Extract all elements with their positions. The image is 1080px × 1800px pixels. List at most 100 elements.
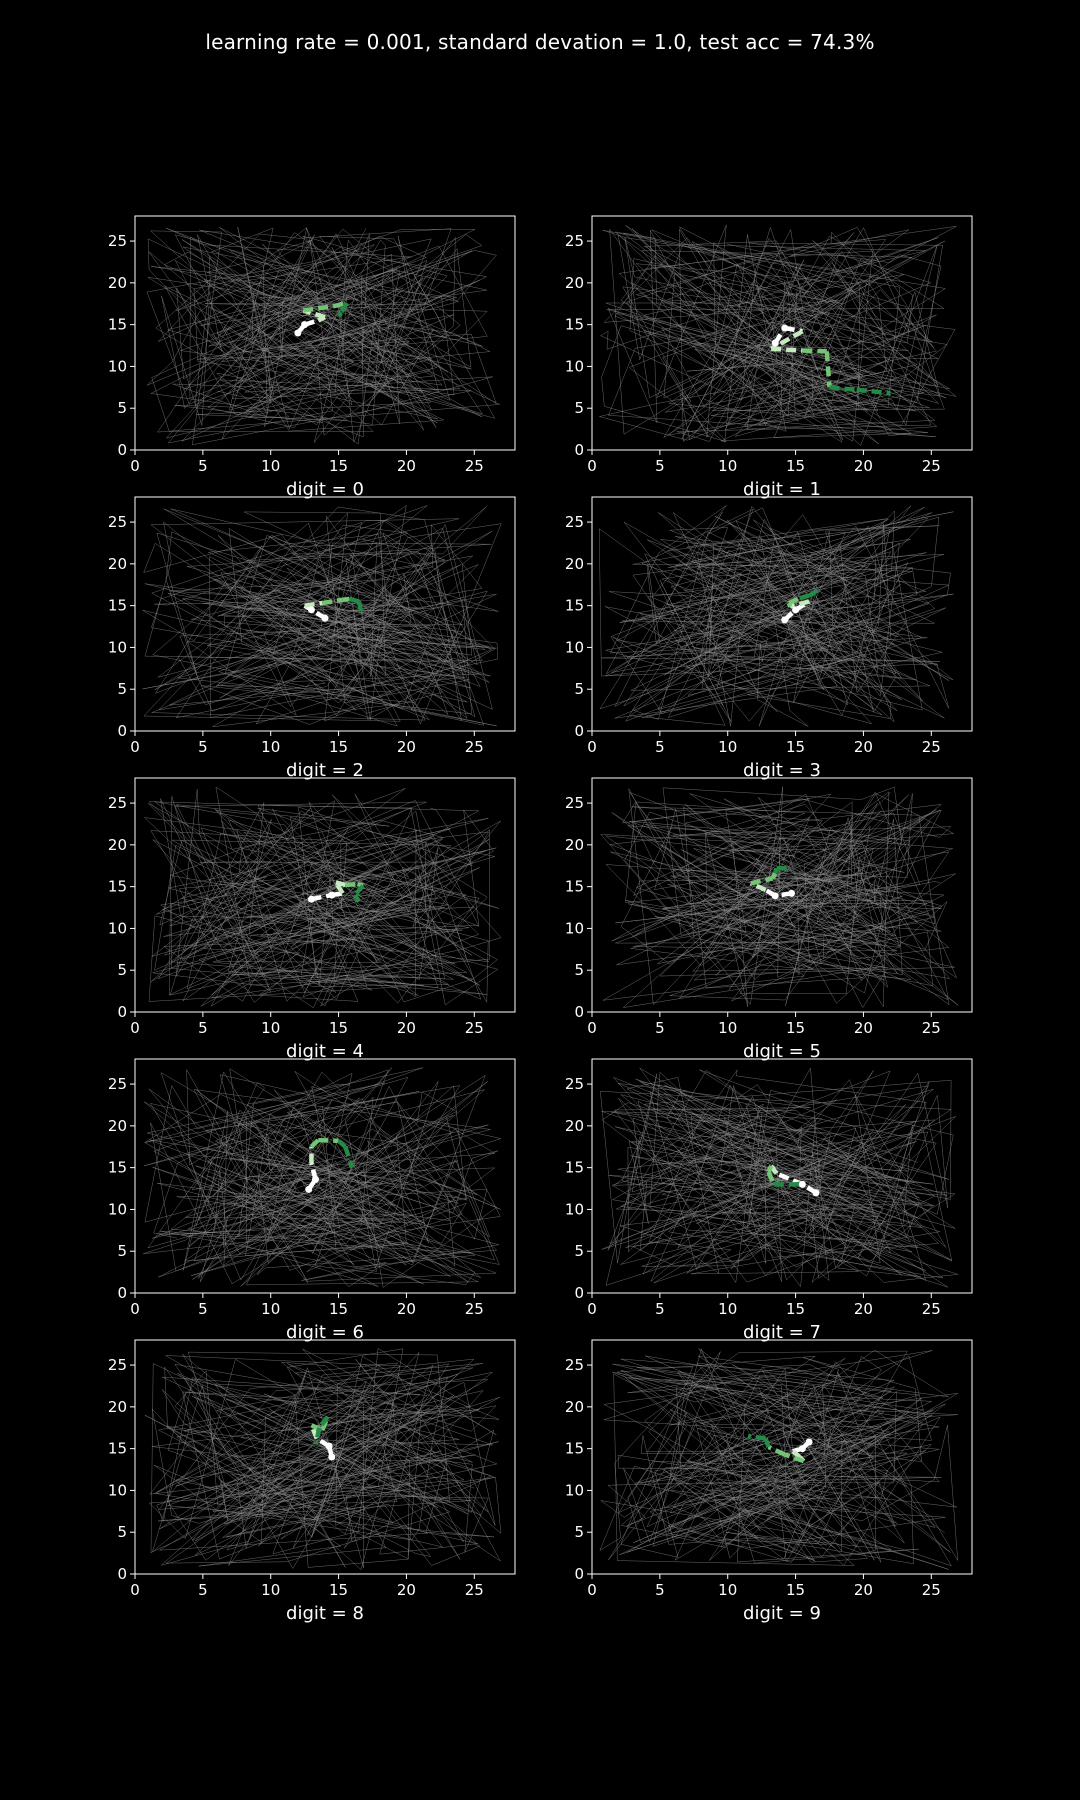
path-point — [294, 329, 302, 337]
path-point — [321, 614, 329, 622]
path-point — [771, 892, 779, 900]
path-point — [328, 1453, 336, 1461]
path-point — [307, 606, 315, 614]
x-tick-label: 15 — [786, 1019, 805, 1037]
x-tick-label: 25 — [465, 1300, 484, 1318]
path-segment — [747, 1433, 767, 1441]
x-tick-label: 0 — [587, 457, 597, 475]
path-point — [805, 1438, 813, 1446]
y-tick-label: 20 — [108, 274, 127, 292]
path-segment — [770, 329, 804, 351]
x-axis-label: digit = 3 — [743, 760, 821, 781]
subplot-digit-9: 0 5 10 15 20 25 0 5 10 15 20 25 digit = 9 — [565, 1339, 973, 1624]
x-tick-label: 0 — [130, 457, 140, 475]
x-tick-label: 25 — [465, 1581, 484, 1599]
x-axis-label: digit = 0 — [286, 479, 364, 500]
axes-frame — [591, 215, 973, 451]
path-segment — [773, 867, 779, 874]
y-tick-label: 5 — [117, 399, 127, 417]
x-tick-label: 25 — [922, 1300, 941, 1318]
y-tick-label: 5 — [574, 399, 584, 417]
y-tick-label: 15 — [565, 597, 584, 615]
path-segment — [342, 596, 350, 603]
y-tick-label: 25 — [565, 1356, 584, 1374]
x-tick-label: 5 — [198, 457, 208, 475]
x-tick-label: 15 — [329, 738, 348, 756]
path-segment — [345, 881, 358, 888]
y-tick-label: 10 — [565, 1200, 584, 1218]
x-tick-label: 5 — [198, 1581, 208, 1599]
path-segment — [766, 1170, 776, 1186]
noise-trace — [600, 786, 959, 1009]
x-tick-label: 10 — [261, 738, 280, 756]
y-tick-label: 20 — [565, 274, 584, 292]
x-tick-label: 25 — [465, 1019, 484, 1037]
x-tick-label: 10 — [718, 1581, 737, 1599]
y-tick-label: 25 — [108, 1356, 127, 1374]
axes-frame — [134, 777, 516, 1013]
y-tick-label: 15 — [565, 1440, 584, 1458]
y-tick-label: 25 — [108, 1075, 127, 1093]
path-segment — [313, 1427, 322, 1445]
path-segment — [807, 587, 822, 598]
subplot-digit-0: 0 5 10 15 20 25 0 5 10 15 20 25 digit = 0 — [108, 215, 516, 500]
x-tick-label: 0 — [587, 1300, 597, 1318]
y-tick-label: 0 — [117, 441, 127, 459]
noise-trace — [598, 505, 954, 727]
x-tick-label: 5 — [198, 738, 208, 756]
y-tick-label: 10 — [565, 919, 584, 937]
subplot-digit-4: 0 5 10 15 20 25 0 5 10 15 20 25 digit = 4 — [108, 777, 516, 1062]
y-tick-label: 10 — [108, 357, 127, 375]
y-tick-label: 10 — [108, 1481, 127, 1499]
y-tick-label: 5 — [117, 680, 127, 698]
path-segment — [856, 387, 891, 396]
x-axis-label: digit = 7 — [743, 1322, 821, 1343]
path-segment — [343, 1146, 355, 1169]
x-tick-label: 5 — [655, 1300, 665, 1318]
x-tick-label: 10 — [261, 1019, 280, 1037]
path-segment — [318, 1137, 339, 1144]
noise-trace — [142, 504, 502, 728]
path-segment — [304, 600, 323, 608]
axes-frame — [134, 1339, 516, 1575]
subplot-digit-7: 0 5 10 15 20 25 0 5 10 15 20 25 digit = 7 — [565, 1058, 973, 1343]
path-segment — [802, 348, 827, 354]
axes-frame — [591, 496, 973, 732]
y-tick-label: 5 — [574, 1242, 584, 1260]
y-tick-label: 0 — [117, 1284, 127, 1302]
path-segment — [763, 1437, 771, 1448]
path-segment — [309, 1138, 320, 1149]
x-tick-label: 25 — [922, 1581, 941, 1599]
subplot-digit-3: 0 5 10 15 20 25 0 5 10 15 20 25 digit = 3 — [565, 496, 973, 781]
path-segment — [799, 593, 810, 601]
path-segment — [348, 596, 360, 604]
axes-frame — [591, 777, 973, 1013]
path-segment — [353, 884, 365, 897]
x-axis-label: digit = 2 — [286, 760, 364, 781]
y-tick-label: 0 — [574, 441, 584, 459]
x-axis-label: digit = 4 — [286, 1041, 364, 1062]
noise-trace — [599, 224, 957, 446]
y-tick-label: 25 — [565, 232, 584, 250]
y-tick-label: 15 — [108, 597, 127, 615]
axes-frame — [591, 1058, 973, 1294]
x-tick-label: 15 — [329, 1300, 348, 1318]
figure-title: learning rate = 0.001, standard devation… — [205, 30, 875, 54]
path-point — [798, 1445, 806, 1453]
y-tick-label: 20 — [108, 555, 127, 573]
path-segment — [766, 1165, 774, 1173]
x-tick-label: 5 — [655, 1019, 665, 1037]
y-tick-label: 10 — [565, 638, 584, 656]
noise-trace — [143, 786, 502, 1009]
path-segment — [336, 311, 344, 318]
path-point — [812, 1189, 820, 1197]
x-tick-label: 25 — [465, 738, 484, 756]
path-point — [312, 1175, 319, 1183]
y-tick-label: 5 — [574, 680, 584, 698]
axes-frame — [591, 1339, 973, 1575]
y-tick-label: 15 — [108, 1159, 127, 1177]
x-tick-label: 10 — [718, 457, 737, 475]
x-tick-label: 0 — [587, 1581, 597, 1599]
path-segment — [317, 1415, 330, 1430]
